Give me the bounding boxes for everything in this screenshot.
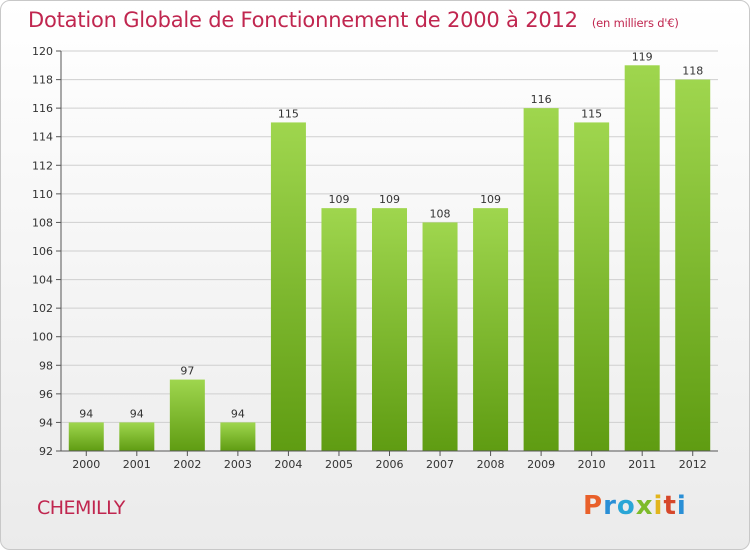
x-tick-label: 2004: [274, 458, 302, 471]
bar: [675, 79, 711, 452]
logo-letter: t: [663, 491, 677, 521]
bar-value-label: 94: [231, 407, 245, 420]
logo-letter: P: [583, 491, 604, 521]
y-tick-label: 98: [39, 359, 53, 372]
y-tick-label: 102: [32, 302, 53, 315]
bar: [624, 65, 660, 452]
logo-letter: o: [616, 491, 636, 521]
bar-value-label: 97: [180, 365, 194, 378]
x-tick-label: 2012: [679, 458, 707, 471]
bar: [270, 122, 306, 451]
bar: [574, 122, 610, 451]
y-axis: 92 94 96 98 100 102 104 106 108 110 112 114 116 118 12…: [32, 45, 62, 458]
x-tick-label: 2007: [426, 458, 454, 471]
bars: 94 94 97 94 115 109 109 108 109 116 115 119 118: [68, 50, 711, 452]
bar-value-label: 108: [430, 207, 451, 220]
bar-value-label: 118: [682, 65, 703, 78]
y-tick-label: 120: [32, 45, 53, 58]
y-tick-label: 110: [32, 188, 53, 201]
y-tick-label: 104: [32, 274, 53, 287]
y-tick-label: 94: [39, 416, 53, 429]
x-tick-label: 2003: [224, 458, 252, 471]
bar-value-label: 94: [79, 407, 93, 420]
commune-name: CHEMILLY: [37, 497, 125, 519]
x-tick-label: 2006: [376, 458, 404, 471]
chart-title: Dotation Globale de Fonctionnement de 20…: [28, 8, 679, 32]
x-tick-label: 2005: [325, 458, 353, 471]
bar-value-label: 119: [632, 50, 653, 63]
y-tick-label: 96: [39, 388, 53, 401]
x-tick-label: 2002: [173, 458, 201, 471]
x-tick-label: 2011: [628, 458, 656, 471]
y-tick-label: 114: [32, 131, 53, 144]
bar: [473, 208, 509, 451]
bar-value-label: 116: [531, 93, 552, 106]
bar: [422, 222, 458, 451]
bar: [119, 422, 155, 451]
y-tick-label: 118: [32, 74, 53, 87]
bar: [523, 108, 559, 452]
y-tick-label: 100: [32, 331, 53, 344]
bar: [372, 208, 407, 451]
bar: [321, 208, 357, 451]
y-tick-label: 92: [39, 445, 53, 458]
proxiti-logo: Proxiti: [583, 491, 687, 521]
logo-letter: r: [603, 491, 617, 521]
x-tick-label: 2010: [578, 458, 606, 471]
logo-letter: i: [653, 491, 664, 521]
bar-value-label: 109: [379, 193, 400, 206]
y-tick-label: 112: [32, 159, 53, 172]
x-tick-label: 2001: [123, 458, 151, 471]
x-axis: 2000 2001 2002 2003 2004 2005 2006 2007 2008 2009…: [61, 450, 718, 471]
x-tick-label: 2009: [527, 458, 555, 471]
x-tick-label: 2008: [477, 458, 505, 471]
bar-value-label: 94: [130, 407, 144, 420]
bar-value-label: 115: [278, 107, 299, 120]
bar: [169, 379, 205, 451]
bar-value-label: 109: [328, 193, 349, 206]
bar: [68, 422, 104, 451]
bar-value-label: 115: [581, 107, 602, 120]
chart-subtitle: (en milliers d'€): [591, 16, 679, 30]
y-tick-label: 116: [32, 102, 53, 115]
logo-letter: x: [635, 491, 654, 521]
y-tick-label: 108: [32, 216, 53, 229]
x-tick-label: 2000: [72, 458, 100, 471]
chart-title-text: Dotation Globale de Fonctionnement de 20…: [28, 8, 578, 32]
bar: [220, 422, 256, 451]
logo-letter: i: [676, 491, 687, 521]
bar-value-label: 109: [480, 193, 501, 206]
y-tick-label: 106: [32, 245, 53, 258]
